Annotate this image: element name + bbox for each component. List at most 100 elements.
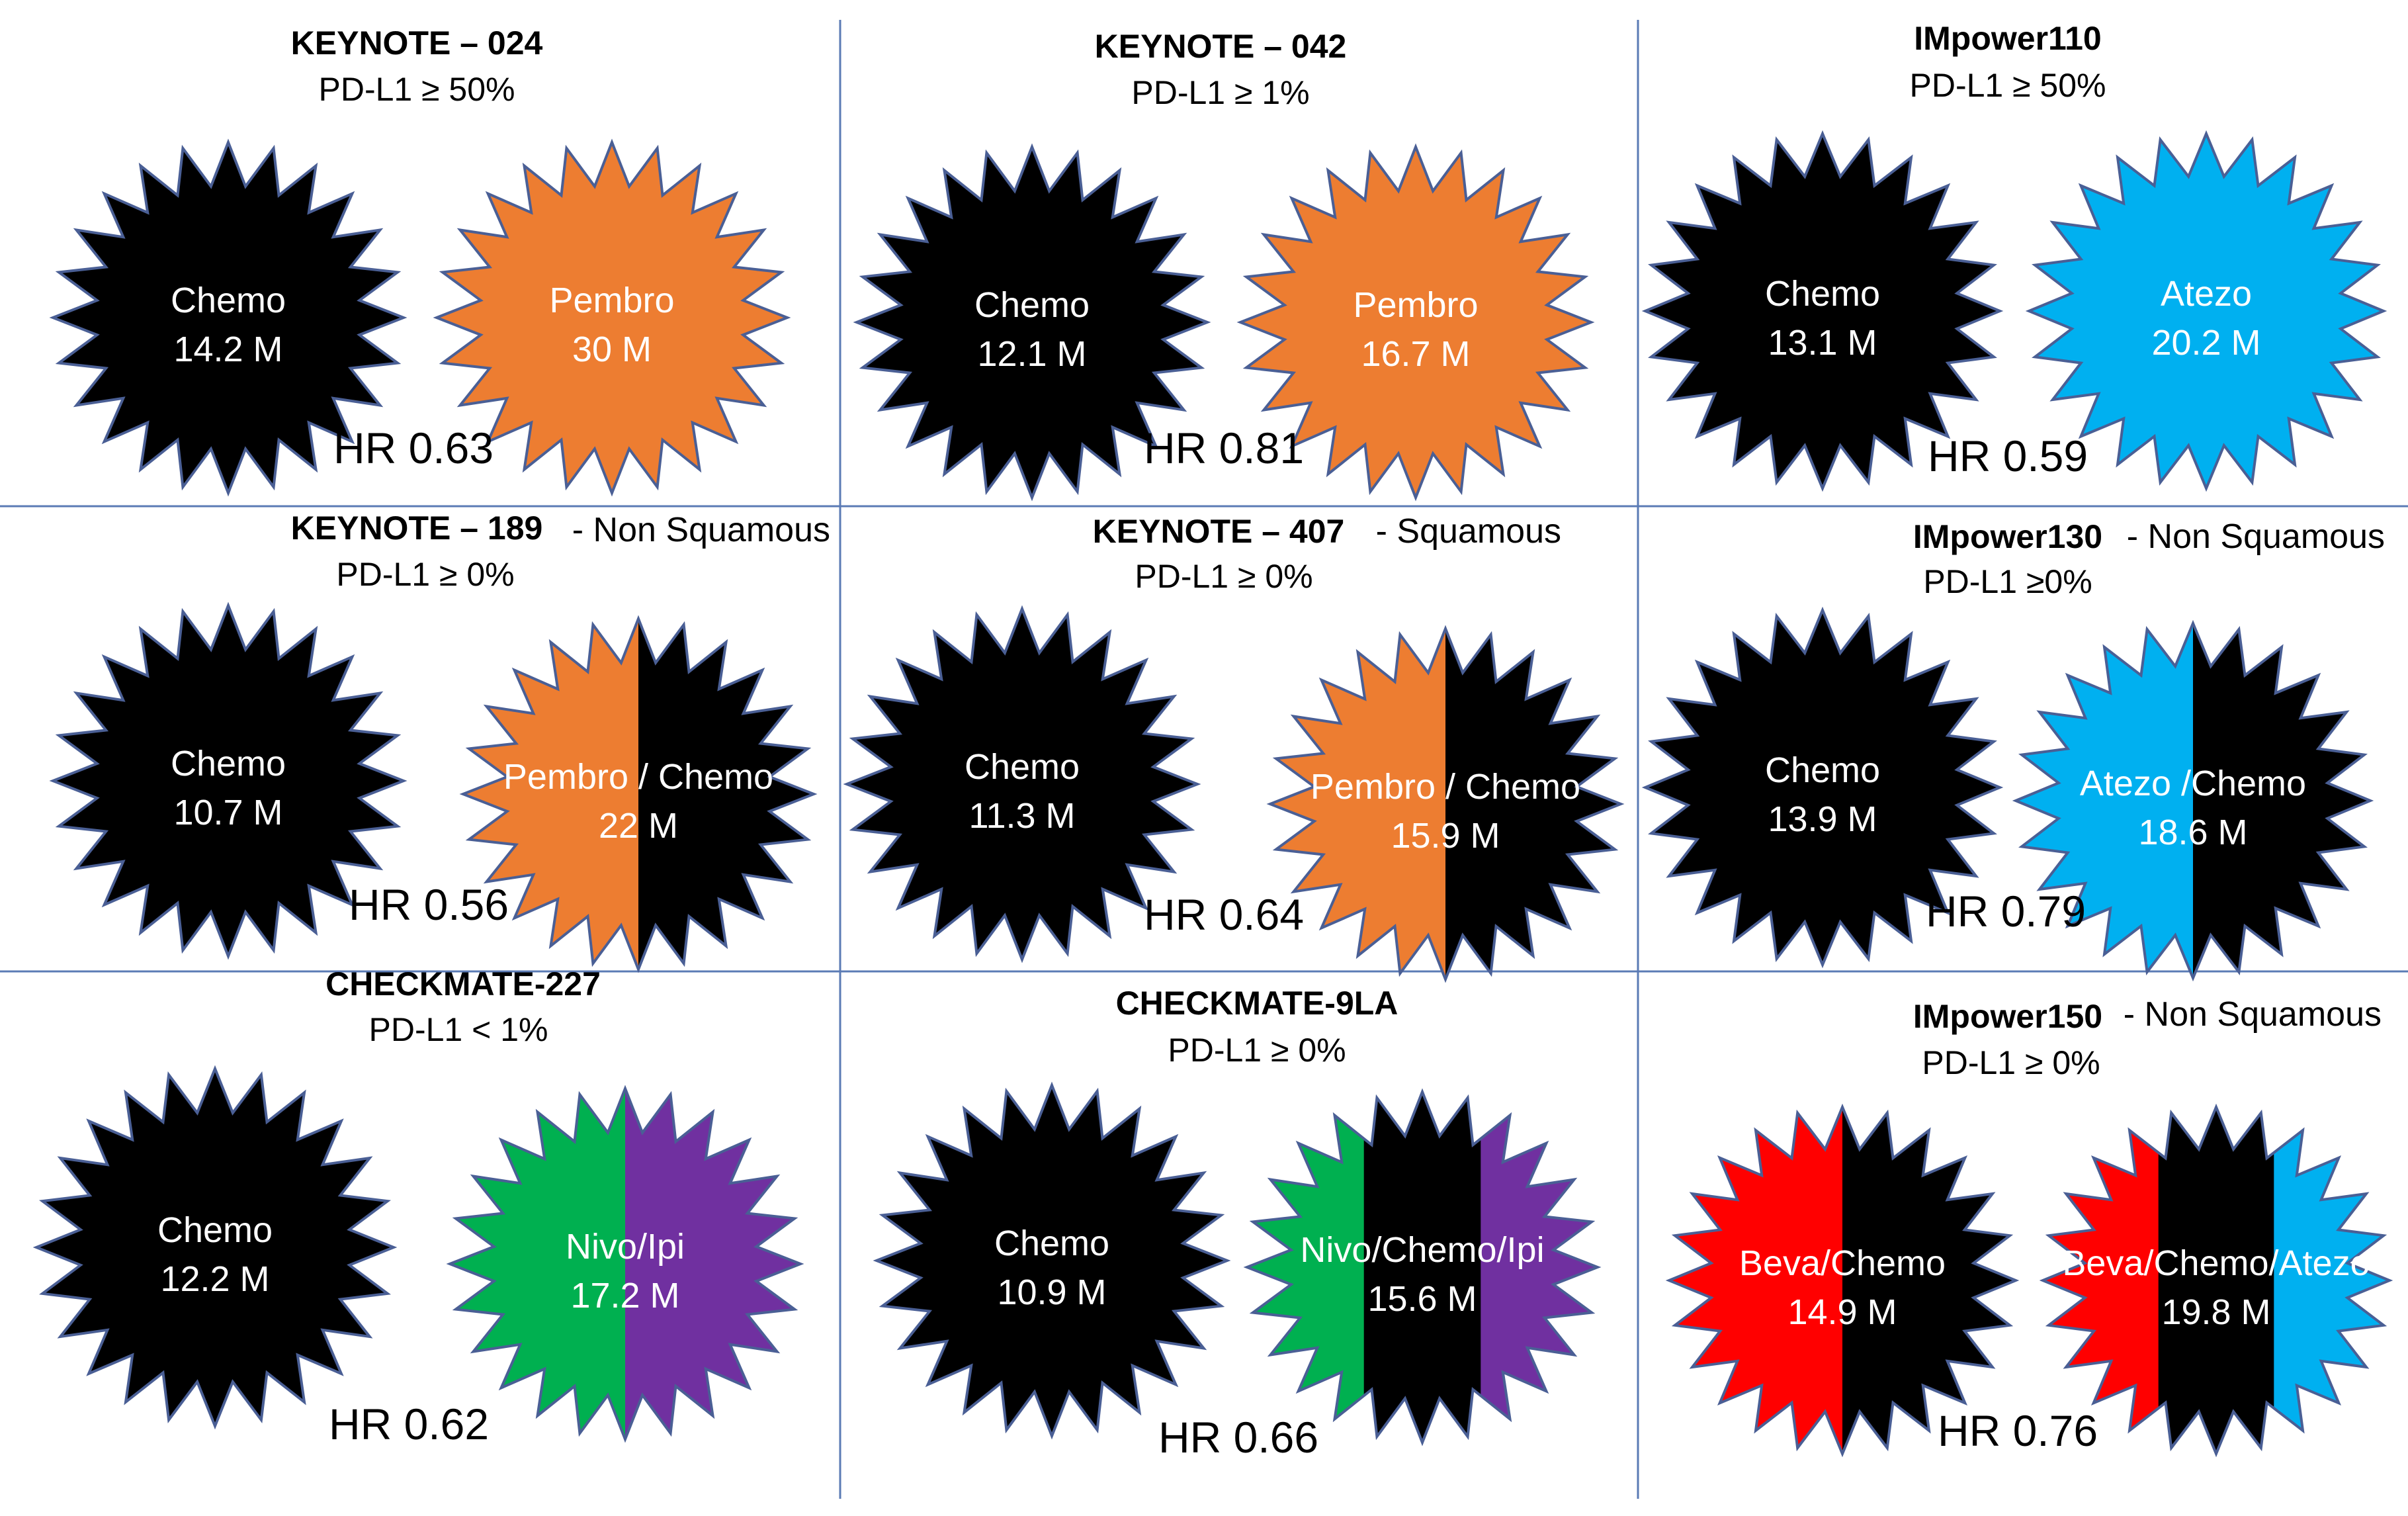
right-star: Nivo/Chemo/Ipi 15.6 M [1243, 1088, 1602, 1447]
trial-panel: Beva/Chemo 14.9 M Beva/Chemo/Atezo 19.8 M IM… [1665, 995, 2393, 1458]
histology-note: - Non Squamous [2124, 995, 2382, 1034]
left-star-outline [843, 605, 1201, 963]
right-star-value: 19.8 M [2161, 1292, 2270, 1332]
left-star-label: Chemo [1765, 274, 1880, 314]
right-star-value: 15.9 M [1391, 816, 1500, 856]
pdl1-criteria: PD-L1 ≥ 0% [1168, 1032, 1346, 1069]
right-star-label: Pembro [549, 281, 674, 320]
trial-title: CHECKMATE-227 [325, 965, 601, 1003]
hazard-ratio: HR 0.63 [333, 424, 494, 472]
left-star-value: 10.9 M [997, 1272, 1106, 1312]
left-star: Beva/Chemo 14.9 M [1665, 1103, 2020, 1458]
right-star: Nivo/Ipi 17.2 M [446, 1085, 804, 1443]
right-star-value: 16.7 M [1361, 334, 1470, 374]
left-star-chemo-segment [53, 605, 404, 956]
right-star-outline [2012, 619, 2374, 982]
pdl1-criteria: PD-L1 ≥ 50% [1909, 67, 2106, 104]
right-star-label: Nivo/Chemo/Ipi [1300, 1230, 1544, 1270]
trial-panel: Chemo 10.7 M Pembro / Chemo 22 M KEYNOTE – 1… [49, 510, 830, 973]
right-star-label: Beva/Chemo/Atezo [2062, 1243, 2370, 1283]
pdl1-criteria: PD-L1 ≥ 0% [1135, 558, 1312, 595]
histology-note: - Non Squamous [572, 511, 830, 549]
left-star-outline [853, 143, 1211, 502]
left-star: Chemo 12.1 M [853, 143, 1211, 502]
right-star-outline [1243, 1088, 1602, 1447]
left-star-outline [1641, 606, 2004, 969]
pdl1-criteria: PD-L1 ≥ 0% [1922, 1044, 2100, 1081]
trial-title: KEYNOTE – 042 [1095, 28, 1347, 65]
hazard-ratio: HR 0.64 [1144, 890, 1304, 939]
left-star-label: Chemo [1765, 750, 1880, 790]
left-star-chemo-segment [36, 1069, 394, 1426]
left-star-outline [1641, 130, 2004, 492]
left-star: Chemo 14.2 M [49, 138, 408, 497]
left-star-outline [1665, 1103, 2020, 1458]
hazard-ratio: HR 0.66 [1158, 1413, 1318, 1462]
trial-panel: Chemo 12.1 M Pembro 16.7 M KEYNOTE – 042 PD-L… [853, 28, 1595, 502]
trial-panel: Chemo 13.1 M Atezo 20.2 M IMpower110 PD-L1 ≥ … [1641, 20, 2387, 492]
left-star-value: 12.1 M [977, 334, 1086, 374]
hazard-ratio: HR 0.59 [1928, 431, 2088, 480]
left-star-value: 14.9 M [1787, 1292, 1897, 1332]
left-star-label: Beva/Chemo [1739, 1243, 1946, 1283]
left-star-value: 11.3 M [968, 796, 1075, 836]
right-star-value: 22 M [599, 806, 678, 846]
right-star: Pembro 16.7 M [1236, 143, 1595, 502]
left-star-chemo-segment [1645, 610, 2000, 965]
right-star-chemo-segment [2158, 1107, 2274, 1454]
left-star-label: Chemo [965, 747, 1080, 787]
left-star-chemo-segment [877, 1085, 1227, 1436]
trial-title: CHECKMATE-9LA [1116, 985, 1398, 1022]
trial-title: KEYNOTE – 189 [291, 510, 543, 547]
left-star-chemo-segment [53, 142, 404, 493]
left-star: Chemo 13.9 M [1641, 606, 2004, 969]
left-star-value: 12.2 M [160, 1259, 269, 1299]
left-star: Chemo 11.3 M [843, 605, 1201, 963]
left-star-label: Chemo [994, 1224, 1109, 1263]
left-star-value: 13.9 M [1768, 799, 1877, 839]
hazard-ratio: HR 0.81 [1144, 424, 1304, 472]
left-star-chemo-segment [1645, 134, 2000, 488]
trial-panel: Chemo 12.2 M Nivo/Ipi 17.2 M CHECKMATE-227 PD… [32, 965, 804, 1449]
right-star-value: 20.2 M [2151, 323, 2260, 363]
right-star-atezo-segment [2029, 134, 2384, 488]
trial-title: KEYNOTE – 407 [1093, 513, 1345, 550]
trial-panel: Chemo 14.2 M Pembro 30 M KEYNOTE – 024 PD-L1 … [49, 24, 791, 497]
pdl1-criteria: PD-L1 < 1% [369, 1011, 548, 1048]
trial-panel: Chemo 10.9 M Nivo/Chemo/Ipi 15.6 M CHECKMATE… [873, 985, 1602, 1462]
trial-title: IMpower150 [1913, 998, 2102, 1035]
left-star-label: Chemo [974, 285, 1090, 325]
right-star-outline [1266, 625, 1625, 983]
right-star: Atezo 20.2 M [2025, 130, 2387, 492]
pdl1-criteria: PD-L1 ≥0% [1923, 563, 2092, 600]
right-star: Pembro 30 M [433, 138, 791, 497]
hazard-ratio: HR 0.79 [1926, 887, 2086, 936]
right-star-label: Pembro / Chemo [1311, 767, 1580, 807]
right-star-pembro-segment [437, 142, 787, 493]
right-star-label: Pembro / Chemo [503, 757, 773, 797]
left-star-outline [49, 602, 408, 960]
hazard-ratio: HR 0.76 [1938, 1406, 2098, 1455]
pdl1-criteria: PD-L1 ≥ 0% [336, 556, 514, 593]
trial-panel: Chemo 11.3 M Pembro / Chemo 15.9 M KEYNOTE –… [843, 512, 1625, 983]
right-star-pembro-segment [1240, 147, 1591, 498]
right-star-label: Atezo [2161, 274, 2252, 314]
left-star-outline [32, 1065, 398, 1430]
left-star-chemo-segment [847, 609, 1197, 959]
right-star: Pembro / Chemo 22 M [459, 615, 818, 973]
left-star-value: 14.2 M [173, 330, 282, 369]
right-star-label: Atezo /Chemo [2080, 764, 2306, 803]
left-star: Chemo 13.1 M [1641, 130, 2004, 492]
right-star-outline [459, 615, 818, 973]
trial-title: KEYNOTE – 024 [291, 24, 543, 62]
right-star-outline [2039, 1103, 2393, 1458]
pdl1-criteria: PD-L1 ≥ 1% [1131, 74, 1309, 111]
left-star-outline [49, 138, 408, 497]
grid-dividers [0, 20, 2408, 1499]
left-star: Chemo 10.7 M [49, 602, 408, 960]
right-star: Beva/Chemo/Atezo 19.8 M [2039, 1103, 2393, 1458]
left-star-label: Chemo [171, 281, 286, 320]
trial-title: IMpower130 [1913, 518, 2102, 555]
left-star-label: Chemo [171, 744, 286, 783]
